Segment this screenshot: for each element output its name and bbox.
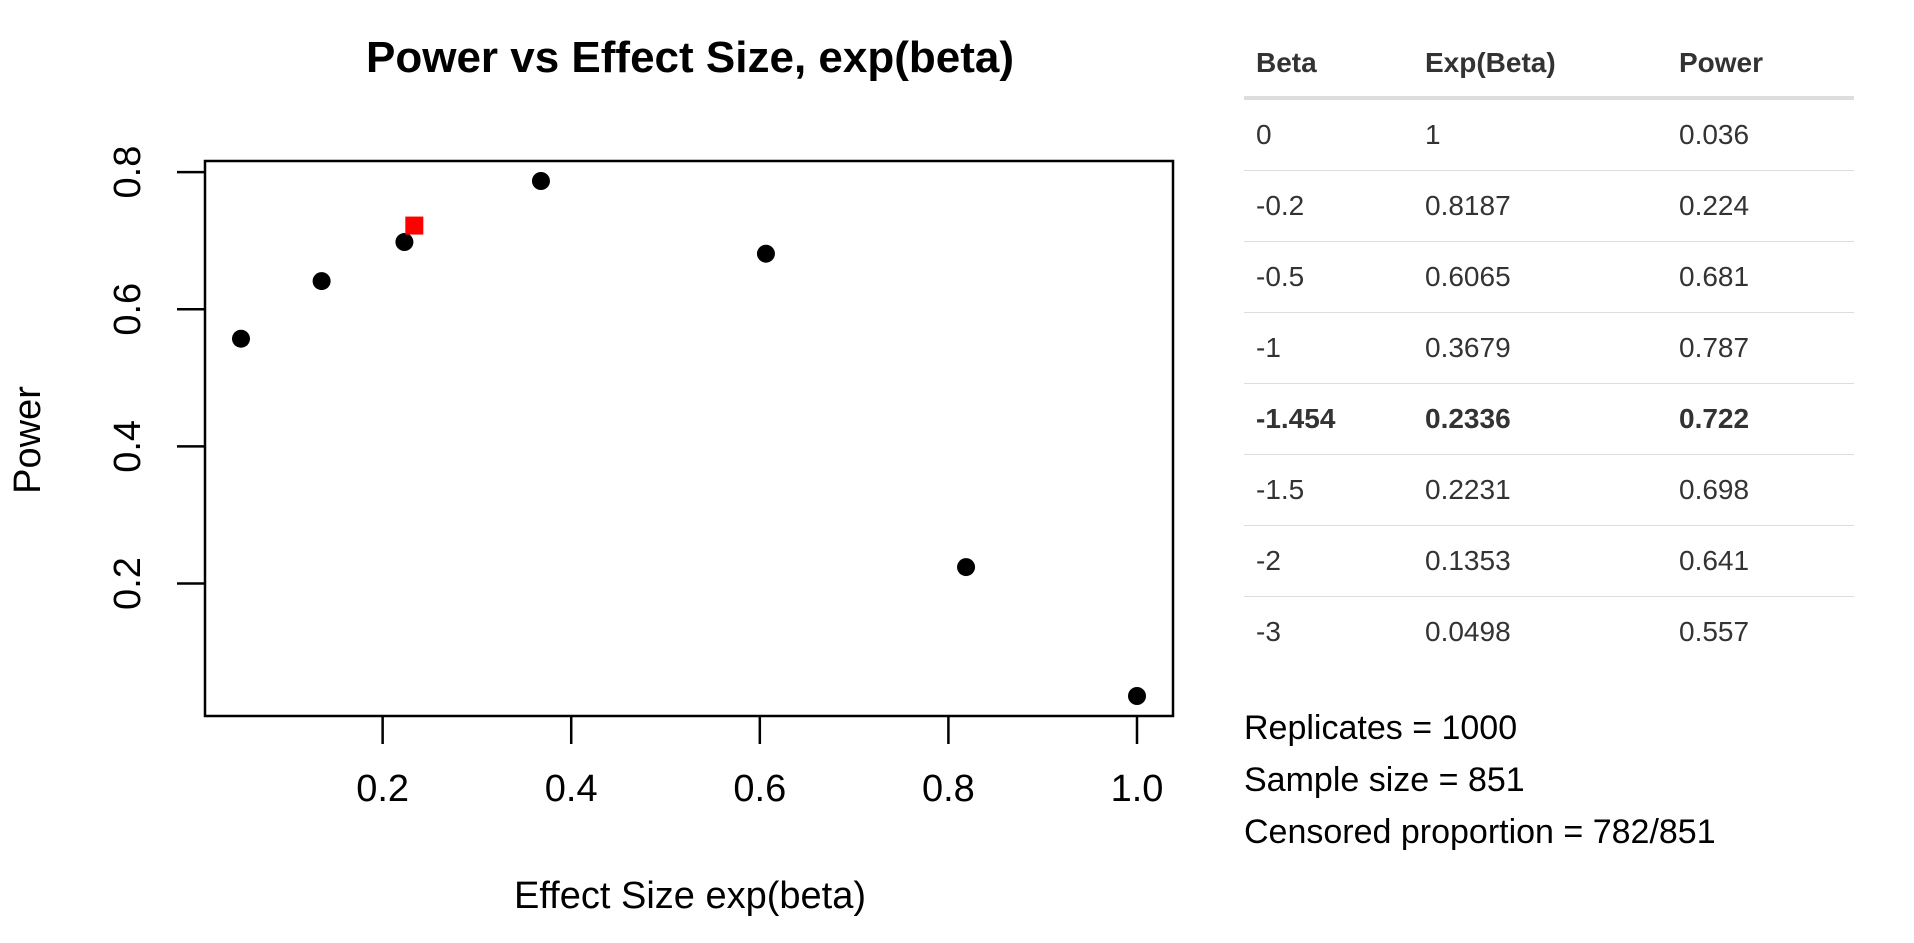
censored-proportion-text: Censored proportion = 782/851 (1244, 813, 1716, 851)
table-cell: 0.3679 (1413, 312, 1667, 384)
x-axis-label: Effect Size exp(beta) (514, 875, 866, 917)
table-row: -2 0.1353 0.641 (1244, 525, 1854, 597)
chart-svg: Power vs Effect Size, exp(beta) Effect S… (7, 33, 1175, 917)
table-cell: 0.224 (1667, 170, 1854, 242)
table-header-row: Beta Exp(Beta) Power (1244, 40, 1854, 100)
plot-frame (203, 159, 1175, 718)
table-row: 0 1 0.036 (1244, 98, 1854, 171)
table-cell: 0.1353 (1413, 525, 1667, 597)
table-cell: -1.5 (1244, 454, 1413, 526)
replicates-text: Replicates = 1000 (1244, 709, 1518, 747)
table-cell: 0.8187 (1413, 170, 1667, 242)
table-cell: -2 (1244, 525, 1413, 597)
table-cell: 0.787 (1667, 312, 1854, 384)
data-point (957, 558, 976, 577)
y-axis: 0.2 0.4 0.6 0.8 (107, 146, 205, 610)
data-point (232, 329, 250, 348)
table-row: -1 0.3679 0.787 (1244, 312, 1854, 384)
highlighted-data-point (405, 216, 424, 235)
y-tick-label: 0.2 (107, 557, 149, 610)
x-tick-label: 0.8 (922, 768, 975, 810)
table-cell: -0.2 (1244, 170, 1413, 242)
data-point (312, 272, 331, 291)
x-tick-label: 0.6 (733, 768, 786, 810)
table-cell: 0.698 (1667, 454, 1854, 526)
table-cell: -1 (1244, 312, 1413, 384)
x-tick-label: 1.0 (1111, 768, 1164, 810)
sample-size-text: Sample size = 851 (1244, 761, 1525, 799)
results-table-panel: Beta Exp(Beta) Power 0 1 0.036 -0.2 0.8187 0.… (1244, 40, 1854, 667)
table-row: -1.5 0.2231 0.698 (1244, 454, 1854, 526)
scatter-chart: Power vs Effect Size, exp(beta) Effect S… (7, 33, 1175, 917)
data-points (232, 172, 1146, 705)
simulation-info: Replicates = 1000 Sample size = 851 Cens… (1244, 702, 1716, 858)
table-body: 0 1 0.036 -0.2 0.8187 0.224 -0.5 0.6065 0.681 -1 0… (1244, 98, 1854, 667)
header-power: Power (1667, 40, 1854, 100)
y-tick-label: 0.6 (107, 283, 149, 336)
table-cell: -1.454 (1244, 383, 1413, 455)
table-cell: 0.6065 (1413, 241, 1667, 313)
results-table: Beta Exp(Beta) Power 0 1 0.036 -0.2 0.8187 0.… (1244, 40, 1854, 667)
y-axis-label: Power (7, 386, 49, 494)
table-cell: 0.0498 (1413, 596, 1667, 667)
table-cell: 0.557 (1667, 596, 1854, 667)
table-cell: -3 (1244, 596, 1413, 667)
table-cell: 0.2336 (1413, 383, 1667, 455)
table-row: -0.2 0.8187 0.224 (1244, 170, 1854, 242)
table-row: -1.454 0.2336 0.722 (1244, 383, 1854, 455)
data-point (395, 233, 414, 252)
table-cell: -0.5 (1244, 241, 1413, 313)
data-point (1128, 687, 1146, 705)
table-cell: 1 (1425, 119, 1441, 150)
table-row: -3 0.0498 0.557 (1244, 596, 1854, 667)
table-cell: 0.2231 (1413, 454, 1667, 526)
table-cell: 0.681 (1667, 241, 1854, 313)
table-cell: 0.722 (1667, 383, 1854, 455)
table-cell: 0.036 (1679, 119, 1750, 150)
header-exp-beta: Exp(Beta) (1413, 40, 1667, 100)
data-point (756, 244, 775, 263)
chart-title: Power vs Effect Size, exp(beta) (366, 33, 1014, 82)
table-cell: 0 (1256, 119, 1272, 150)
data-point (531, 172, 550, 190)
table-row: -0.5 0.6065 0.681 (1244, 241, 1854, 313)
x-axis: 0.2 0.4 0.6 0.8 1.0 (356, 716, 1163, 810)
table-cell: 0.641 (1667, 525, 1854, 597)
header-beta: Beta (1244, 40, 1413, 100)
x-tick-label: 0.2 (356, 768, 409, 810)
x-tick-label: 0.4 (545, 768, 598, 810)
y-tick-label: 0.4 (107, 420, 149, 473)
y-tick-label: 0.8 (107, 146, 149, 199)
